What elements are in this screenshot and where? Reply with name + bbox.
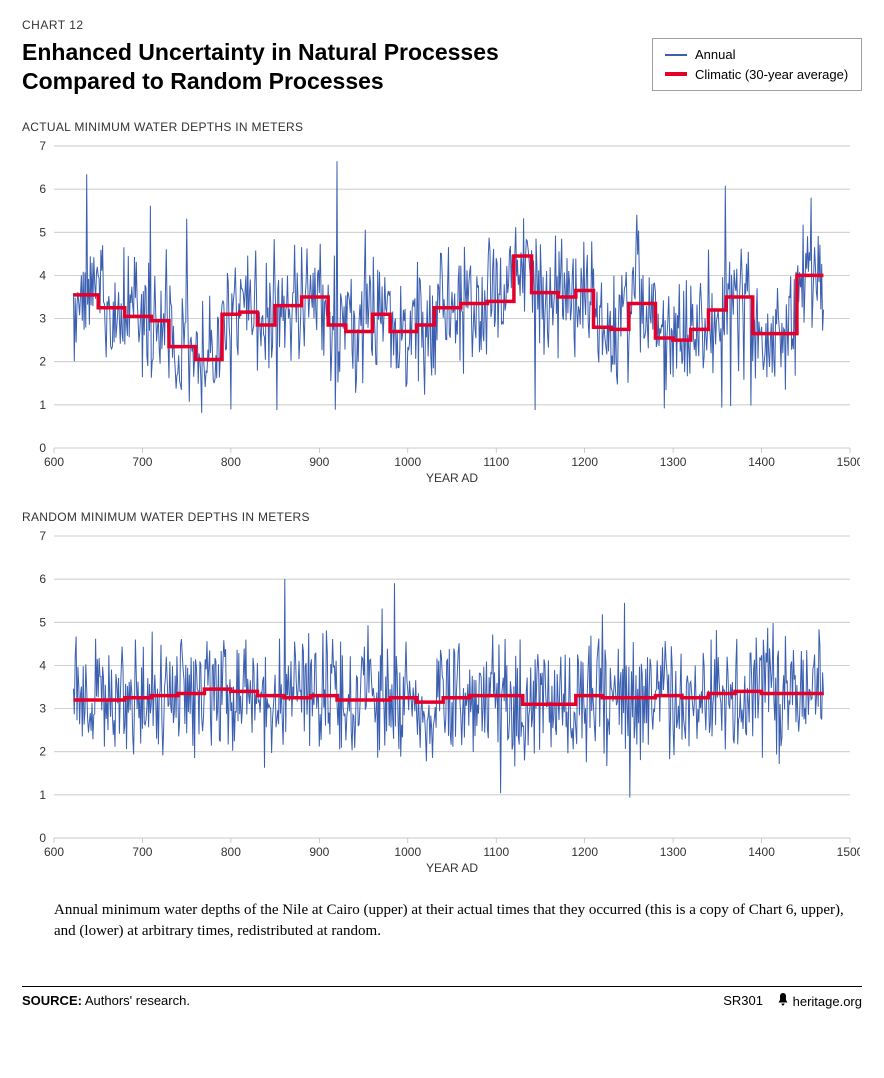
y-tick-label: 4 <box>39 658 46 672</box>
x-tick-label: 1500 <box>837 845 860 859</box>
x-tick-label: 1400 <box>748 455 775 469</box>
x-tick-label: 800 <box>221 845 241 859</box>
chart-svg: 0 1 2 3 4 5 6 7 600 700 800 900 1000 1100 1200 1300 1400… <box>22 528 860 878</box>
chart-panel: RANDOM MINIMUM WATER DEPTHS IN METERS012… <box>22 510 862 878</box>
annual-series <box>74 579 824 798</box>
bell-icon <box>777 993 789 1006</box>
x-tick-label: 900 <box>309 455 329 469</box>
legend-label-annual: Annual <box>695 45 735 65</box>
source-label: SOURCE: <box>22 993 82 1008</box>
legend-item-climatic: Climatic (30-year average) <box>665 65 849 85</box>
x-tick-label: 1300 <box>660 845 687 859</box>
y-tick-label: 7 <box>39 529 46 543</box>
y-tick-label: 1 <box>39 787 46 801</box>
y-tick-label: 2 <box>39 744 46 758</box>
x-tick-label: 1200 <box>571 455 598 469</box>
source-text: Authors' research. <box>85 993 190 1008</box>
x-tick-label: 1000 <box>394 845 421 859</box>
panels-container: ACTUAL MINIMUM WATER DEPTHS IN METERS012… <box>22 120 862 878</box>
y-tick-label: 3 <box>39 311 46 325</box>
y-tick-label: 3 <box>39 701 46 715</box>
x-tick-label: 1000 <box>394 455 421 469</box>
y-tick-label: 4 <box>39 268 46 282</box>
x-tick-label: 1300 <box>660 455 687 469</box>
x-tick-label: 1400 <box>748 845 775 859</box>
y-tick-label: 1 <box>39 397 46 411</box>
annual-series <box>74 161 824 413</box>
footer: SOURCE: Authors' research. SR301 heritag… <box>22 986 862 1009</box>
y-tick-label: 0 <box>39 441 46 455</box>
y-tick-label: 6 <box>39 182 46 196</box>
header-row: Enhanced Uncertainty in Natural Processe… <box>22 38 862 96</box>
legend-label-climatic: Climatic (30-year average) <box>695 65 848 85</box>
y-tick-label: 5 <box>39 615 46 629</box>
x-tick-label: 600 <box>44 455 64 469</box>
legend-item-annual: Annual <box>665 45 849 65</box>
chart-caption: Annual minimum water depths of the Nile … <box>54 900 844 942</box>
chart-title: Enhanced Uncertainty in Natural Processe… <box>22 38 582 96</box>
x-tick-label: 1100 <box>483 455 509 469</box>
legend-swatch-annual <box>665 54 687 56</box>
x-tick-label: 1500 <box>837 455 860 469</box>
footer-brand: heritage.org <box>777 993 862 1009</box>
x-axis-label: YEAR AD <box>426 471 478 485</box>
panel-label: ACTUAL MINIMUM WATER DEPTHS IN METERS <box>22 120 862 134</box>
y-tick-label: 6 <box>39 572 46 586</box>
legend-swatch-climatic <box>665 72 687 76</box>
chart-number: CHART 12 <box>22 18 862 32</box>
legend-box: Annual Climatic (30-year average) <box>652 38 862 91</box>
panel-label: RANDOM MINIMUM WATER DEPTHS IN METERS <box>22 510 862 524</box>
x-tick-label: 700 <box>132 845 152 859</box>
y-tick-label: 5 <box>39 225 46 239</box>
x-tick-label: 1100 <box>483 845 509 859</box>
y-tick-label: 0 <box>39 831 46 845</box>
chart-panel: ACTUAL MINIMUM WATER DEPTHS IN METERS012… <box>22 120 862 488</box>
x-tick-label: 900 <box>309 845 329 859</box>
footer-right: SR301 heritage.org <box>723 993 862 1009</box>
x-tick-label: 1200 <box>571 845 598 859</box>
x-axis-label: YEAR AD <box>426 861 478 875</box>
source: SOURCE: Authors' research. <box>22 993 190 1008</box>
x-tick-label: 700 <box>132 455 152 469</box>
x-tick-label: 600 <box>44 845 64 859</box>
y-tick-label: 7 <box>39 139 46 153</box>
footer-code: SR301 <box>723 993 763 1008</box>
footer-site: heritage.org <box>793 994 862 1009</box>
y-tick-label: 2 <box>39 354 46 368</box>
x-tick-label: 800 <box>221 455 241 469</box>
chart-svg: 0 1 2 3 4 5 6 7 600 700 800 900 1000 1100 1200 1300 1400… <box>22 138 860 488</box>
